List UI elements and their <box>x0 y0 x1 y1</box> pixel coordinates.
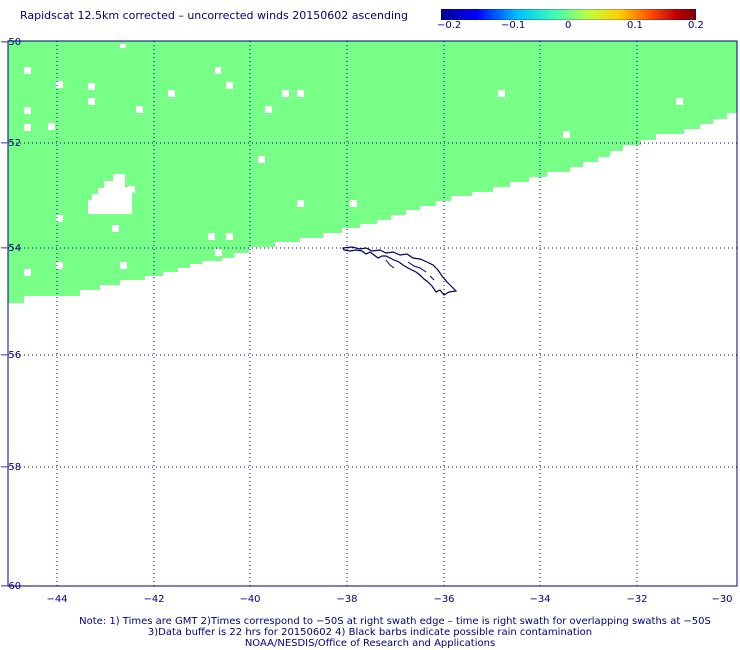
lon-label-42: −42 <box>143 594 165 605</box>
colorbar-label-max: 0.2 <box>688 20 704 31</box>
lat-label-54: −54 <box>0 243 22 254</box>
island-coastline-detail <box>385 259 435 281</box>
note-line-2: 3)Data buffer is 22 hrs for 20150602 4) … <box>147 627 593 638</box>
lon-label-44: −44 <box>46 594 68 605</box>
lon-label-32: −32 <box>626 594 648 605</box>
lat-label-60: −60 <box>0 581 22 592</box>
missing-data-cells <box>24 44 683 276</box>
colorbar-label-neg-mid: −0.1 <box>501 20 526 31</box>
plot-frame <box>7 40 738 587</box>
colorbar-label-zero: 0 <box>565 20 572 31</box>
lat-label-50: −50 <box>0 37 22 48</box>
lon-label-36: −36 <box>433 594 455 605</box>
lat-lon-grid <box>8 41 737 586</box>
colorbar <box>441 9 696 20</box>
note-line-3: NOAA/NESDIS/Office of Research and Appli… <box>244 638 496 649</box>
map-title: Rapidscat 12.5km corrected – uncorrected… <box>20 9 409 22</box>
lon-label-38: −38 <box>336 594 358 605</box>
lon-label-30: −30 <box>711 594 733 605</box>
lon-label-40: −40 <box>239 594 261 605</box>
lat-label-56: −56 <box>0 350 22 361</box>
colorbar-label-min: −0.2 <box>437 20 462 31</box>
swath-data-area <box>8 41 737 303</box>
note-line-1: Note: 1) Times are GMT 2)Times correspon… <box>79 616 711 627</box>
island-coastline <box>342 246 458 296</box>
lat-label-58: −58 <box>0 462 22 473</box>
lat-label-52: −52 <box>0 138 22 149</box>
colorbar-label-pos-mid: 0.1 <box>627 20 643 31</box>
lon-label-34: −34 <box>529 594 551 605</box>
